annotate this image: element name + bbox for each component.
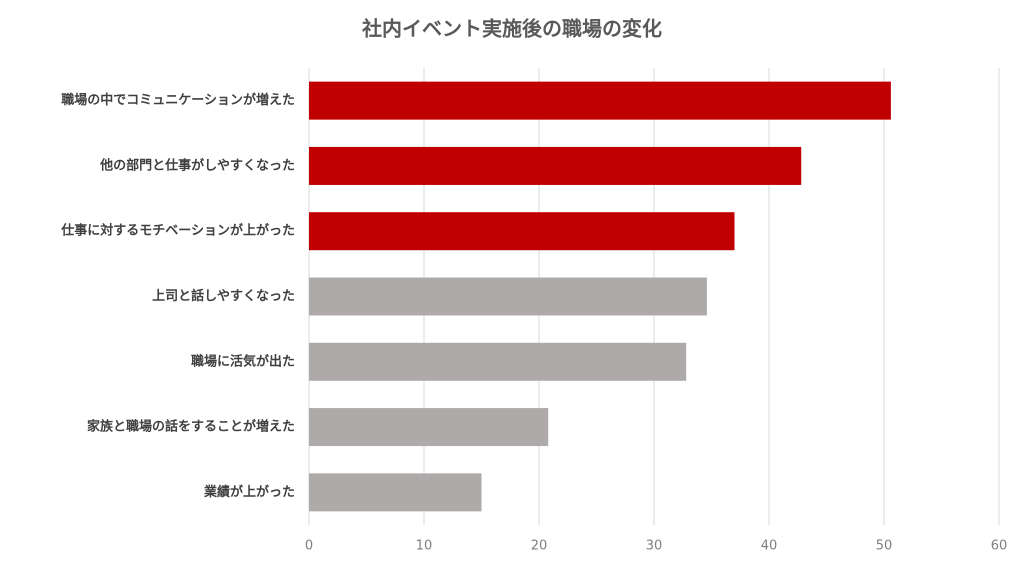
- x-tick-label: 60: [991, 539, 1008, 554]
- x-tick-label: 50: [876, 539, 893, 554]
- bar: [309, 408, 549, 447]
- x-tick-label: 0: [305, 539, 313, 554]
- bar: [309, 81, 891, 120]
- y-tick-label: 職場に活気が出た: [191, 353, 295, 369]
- y-tick-label: 家族と職場の話をすることが増えた: [87, 419, 295, 435]
- y-tick-label: 職場の中でコミュニケーションが増えた: [61, 92, 295, 108]
- y-tick-label: 上司と話しやすくなった: [152, 288, 295, 304]
- y-tick-label: 他の部門と仕事がしやすくなった: [99, 157, 295, 173]
- chart-title: 社内イベント実施後の職場の変化: [361, 17, 662, 41]
- x-tick-label: 20: [531, 539, 548, 554]
- y-tick-label: 仕事に対するモチベーションが上がった: [60, 223, 295, 239]
- bar: [309, 473, 482, 512]
- bar: [309, 146, 802, 185]
- y-tick-label: 業績が上がった: [203, 484, 295, 500]
- bar: [309, 277, 707, 316]
- x-tick-label: 10: [416, 539, 433, 554]
- x-tick-label: 40: [761, 539, 778, 554]
- bar: [309, 342, 687, 381]
- x-tick-label: 30: [646, 539, 663, 554]
- bar: [309, 212, 735, 251]
